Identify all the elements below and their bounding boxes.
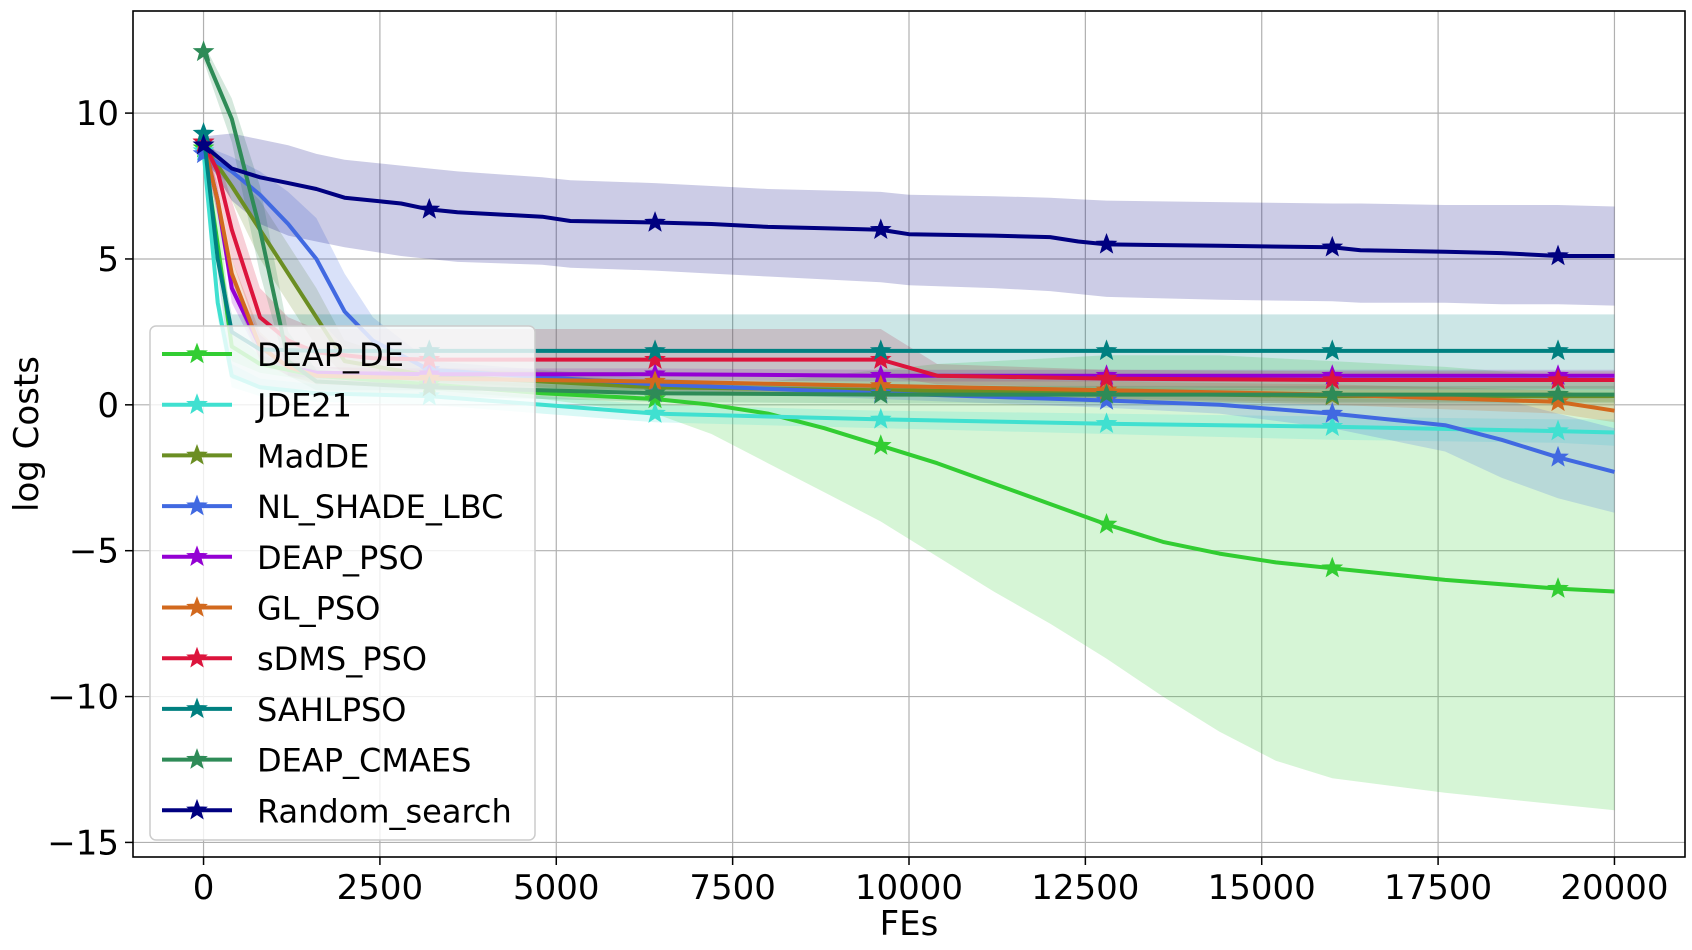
y-axis-label: log Costs	[7, 356, 47, 512]
sdms-pso-point-2	[644, 348, 666, 369]
gl-pso-point-6	[1547, 390, 1569, 412]
legend-label-nl-shade-lbc: NL_SHADE_LBC	[257, 488, 503, 526]
legend: DEAP_DE JDE21 MadDE NL_SHADE_LBC DEAP_PSO GL_…	[149, 325, 536, 841]
random-search-band	[203, 133, 1615, 306]
x-tick-label-5: 12500	[1031, 868, 1139, 908]
deap-cmaes-point-3	[869, 383, 892, 404]
sdms-pso-point-4	[1095, 367, 1118, 388]
jde21-point-2	[644, 402, 666, 423]
deap-de-point-6	[1547, 577, 1569, 598]
legend-marker-random-search	[186, 798, 208, 820]
x-tick-label-3: 7500	[689, 868, 776, 908]
legend-label-jde21: JDE21	[255, 387, 352, 425]
x-tick-label-0: 0	[193, 868, 215, 908]
deap-cmaes-point-5	[1321, 383, 1344, 404]
y-tick-label-3: 0	[97, 386, 119, 426]
jde21-point-3	[869, 407, 892, 429]
axis-ticks: 0 2500 5000 7500 10000 12500 15000 17500 20000 −1…	[47, 94, 1668, 908]
legend-marker-jde21	[186, 393, 208, 414]
legend-box	[149, 325, 536, 841]
random-search-point-3	[869, 218, 892, 240]
sdms-pso-point-3	[869, 348, 892, 369]
legend-marker-sdms-pso	[186, 646, 208, 668]
jde21-point-5	[1321, 415, 1344, 436]
x-tick-label-8: 20000	[1560, 868, 1668, 908]
sahlpso-point-2	[644, 339, 666, 361]
y-tick-label-1: −10	[47, 678, 119, 718]
random-search-point-6	[1547, 244, 1569, 266]
legend-label-sahlpso: SAHLPSO	[257, 691, 406, 729]
legend-label-sdms-pso: sDMS_PSO	[257, 640, 427, 678]
jde21-point-4	[1095, 412, 1118, 434]
x-axis-label: FEs	[880, 904, 939, 944]
legend-marker-deap-pso	[186, 545, 208, 567]
deap-cmaes-line	[201, 51, 1615, 397]
legend-label-deap-cmaes: DEAP_CMAES	[257, 742, 471, 780]
legend-label-deap-pso: DEAP_PSO	[257, 539, 424, 577]
deap-cmaes-point-6	[1547, 383, 1569, 404]
random-search-line	[202, 143, 1615, 258]
legend-label-random-search: Random_search	[257, 792, 512, 830]
x-tick-label-4: 10000	[855, 868, 963, 908]
x-tick-label-6: 15000	[1208, 868, 1316, 908]
legend-marker-deap-cmaes	[186, 748, 208, 769]
sahlpso-point-3	[869, 339, 892, 361]
legend-label-deap-de: DEAP_DE	[257, 336, 404, 374]
nl-shade-lbc-point-6	[1547, 445, 1569, 467]
grid	[133, 11, 1685, 857]
legend-marker-deap-de	[186, 342, 208, 364]
sahlpso-point-6	[1547, 339, 1569, 361]
y-tick-label-0: −15	[47, 823, 119, 863]
y-tick-label-2: −5	[69, 532, 119, 572]
y-tick-label-5: 10	[76, 94, 119, 134]
legend-marker-nl-shade-lbc	[186, 494, 208, 516]
legend-label-gl-pso: GL_PSO	[257, 590, 380, 628]
deap-cmaes-point-0	[192, 40, 215, 62]
sahlpso-point-4	[1095, 339, 1118, 361]
x-tick-label-7: 17500	[1384, 868, 1492, 908]
sahlpso-band	[203, 124, 1615, 391]
deap-de-point-3	[869, 434, 892, 455]
deap-de-band	[203, 136, 1615, 811]
x-tick-label-2: 5000	[513, 868, 600, 908]
random-search-point-5	[1321, 235, 1344, 257]
legend-marker-gl-pso	[186, 596, 208, 617]
random-search-point-2	[644, 211, 666, 232]
legend-marker-sahlpso	[186, 697, 208, 719]
nl-shade-lbc-point-5	[1321, 402, 1344, 423]
legend-marker-madde	[186, 443, 208, 465]
deap-de-point-5	[1321, 556, 1344, 578]
x-tick-label-1: 2500	[337, 868, 424, 908]
random-search-point-4	[1095, 232, 1118, 254]
nl-shade-lbc-point-4	[1095, 389, 1118, 410]
legend-label-madde: MadDE	[257, 437, 369, 475]
sahlpso-line	[201, 133, 1615, 353]
random-search-point-1	[418, 197, 441, 219]
deap-de-point-4	[1095, 513, 1118, 534]
jde21-point-6	[1547, 419, 1569, 441]
y-tick-label-4: 5	[97, 240, 119, 280]
deap-cmaes-point-4	[1095, 383, 1118, 404]
deap-cmaes-point-2	[644, 381, 666, 403]
random-search-point-0	[192, 133, 215, 155]
sahlpso-point-5	[1321, 339, 1344, 361]
